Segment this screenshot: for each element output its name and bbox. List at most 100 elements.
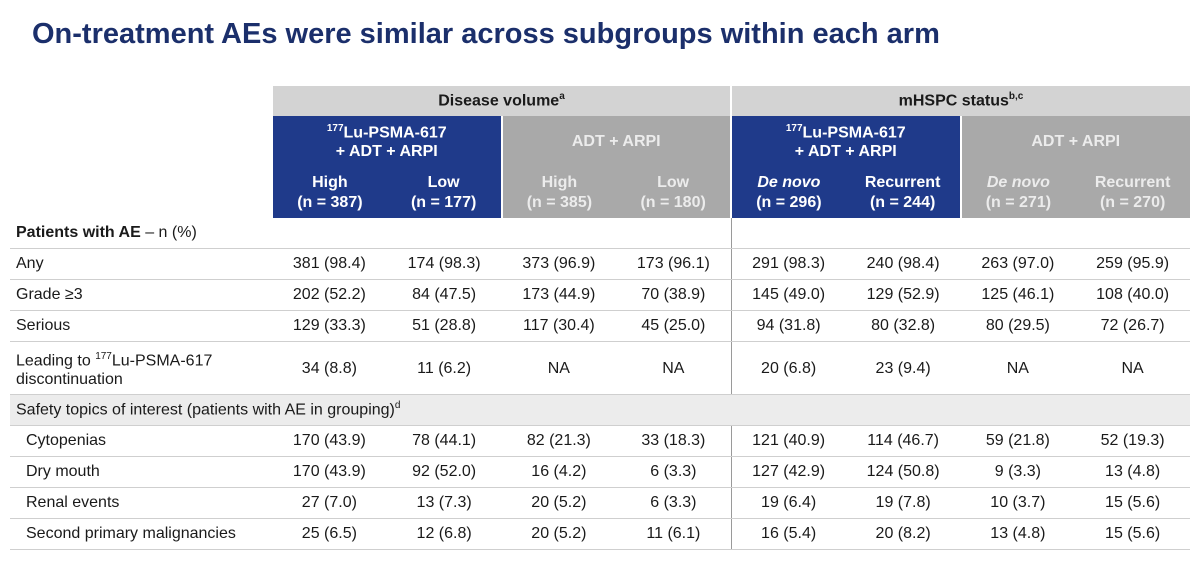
cell: 114 (46.7)	[845, 425, 961, 457]
row-label-text: Grade ≥3	[16, 286, 83, 303]
blank	[10, 168, 272, 218]
cell: 12 (6.8)	[386, 518, 502, 550]
title: On-treatment AEs were similar across sub…	[32, 18, 940, 50]
blank	[730, 218, 1190, 249]
cell: 263 (97.0)	[960, 248, 1076, 280]
blank	[272, 218, 731, 249]
cell: 51 (28.8)	[386, 310, 502, 342]
row-label-text: Dry mouth	[26, 463, 100, 480]
subgroup-row: High (n = 387) Low (n = 177) High (n = 385) Lo…	[10, 168, 1190, 218]
arm-label: Lu-PSMA-617	[802, 124, 906, 142]
cell: 117 (30.4)	[501, 310, 617, 342]
data-row: Leading to 177Lu-PSMA-617 discontinuatio…	[10, 341, 1190, 395]
subgroup-label: Recurrent	[1094, 174, 1171, 191]
section-row: Patients with AE – n (%)	[10, 218, 1190, 249]
group-label: mHSPC status	[898, 92, 1009, 110]
cell: 34 (8.8)	[272, 341, 387, 395]
row-label-text: Leading to	[16, 352, 96, 370]
arm-header: 177Lu-PSMA-617 + ADT + ARPI	[730, 116, 961, 168]
cell: 84 (47.5)	[386, 279, 502, 311]
row-label-text: Any	[16, 255, 44, 272]
cell: 173 (44.9)	[501, 279, 617, 311]
row-label: Grade ≥3	[10, 279, 272, 311]
superscript: 177	[95, 350, 112, 362]
subgroup-header: High (n = 387)	[271, 168, 387, 218]
data-row: Serious 129 (33.3) 51 (28.8) 117 (30.4) 45 (…	[10, 310, 1190, 342]
cell: 381 (98.4)	[272, 248, 387, 280]
cell: 11 (6.1)	[616, 518, 731, 550]
row-label-text: Serious	[16, 317, 71, 334]
superscript: 177	[785, 123, 803, 135]
group-header: mHSPC statusb,c	[730, 86, 1190, 116]
cell: 23 (9.4)	[845, 341, 961, 395]
cell: 20 (6.8)	[730, 341, 846, 395]
cell: 25 (6.5)	[272, 518, 387, 550]
cell: 6 (3.3)	[616, 456, 731, 488]
cell: 15 (5.6)	[1075, 518, 1190, 550]
subgroup-label: Low	[657, 174, 690, 191]
row-label: Leading to 177Lu-PSMA-617 discontinuatio…	[10, 341, 272, 395]
cell: 291 (98.3)	[730, 248, 846, 280]
cell: 108 (40.0)	[1075, 279, 1190, 311]
row-label: Any	[10, 248, 272, 280]
cell: 129 (33.3)	[272, 310, 387, 342]
arm-row: 177Lu-PSMA-617 + ADT + ARPI ADT + ARPI 177L…	[10, 116, 1190, 168]
cell: 124 (50.8)	[845, 456, 961, 488]
subgroup-label: De novo	[757, 174, 821, 191]
section-title: Patients with AE	[16, 224, 141, 241]
row-label-text: Cytopenias	[26, 432, 107, 449]
cell: 13 (4.8)	[960, 518, 1076, 550]
cell: 202 (52.2)	[272, 279, 387, 311]
subgroup-n: (n = 296)	[756, 194, 822, 211]
subgroup-label: De novo	[986, 174, 1050, 191]
cell: 80 (32.8)	[845, 310, 961, 342]
group-header: Disease volumea	[271, 86, 731, 116]
cell: 16 (4.2)	[501, 456, 617, 488]
data-row: Dry mouth 170 (43.9) 92 (52.0) 16 (4.2) 6 (3…	[10, 456, 1190, 488]
subgroup-label: Recurrent	[864, 174, 941, 191]
data-row: Grade ≥3 202 (52.2) 84 (47.5) 173 (44.9) 70 …	[10, 279, 1190, 311]
superscript: b,c	[1008, 91, 1024, 103]
cell: 82 (21.3)	[501, 425, 617, 457]
subgroup-n: (n = 177)	[410, 194, 477, 211]
row-label: Cytopenias	[10, 425, 272, 457]
subgroup-label: Low	[427, 174, 460, 191]
cell: 52 (19.3)	[1075, 425, 1190, 457]
cell: 16 (5.4)	[730, 518, 846, 550]
cell: 20 (5.2)	[501, 518, 617, 550]
arm-label-line2: + ADT + ARPI	[335, 142, 438, 160]
row-label: Renal events	[10, 487, 272, 519]
data-row: Second primary malignancies 25 (6.5) 12 (6…	[10, 518, 1190, 550]
cell: 94 (31.8)	[730, 310, 846, 342]
section-suffix: – n (%)	[140, 224, 197, 241]
arm-header: 177Lu-PSMA-617 + ADT + ARPI	[271, 116, 502, 168]
cell: 145 (49.0)	[730, 279, 846, 311]
row-label-text: Second primary malignancies	[26, 525, 236, 542]
group-label: Disease volume	[438, 92, 560, 110]
subgroup-n: (n = 244)	[869, 194, 936, 211]
cell: 121 (40.9)	[730, 425, 846, 457]
cell: 9 (3.3)	[960, 456, 1076, 488]
arm-header: ADT + ARPI	[500, 116, 731, 168]
data-row: Cytopenias 170 (43.9) 78 (44.1) 82 (21.3) 33…	[10, 425, 1190, 457]
row-label-text: Lu-PSMA-617 discontinuation	[16, 352, 213, 389]
row-label-text: Renal events	[26, 494, 120, 511]
superscript: 177	[326, 123, 344, 135]
subgroup-n: (n = 270)	[1099, 194, 1166, 211]
cell: NA	[1075, 341, 1190, 395]
cell: 45 (25.0)	[616, 310, 731, 342]
cell: 10 (3.7)	[960, 487, 1076, 519]
arm-label: Lu-PSMA-617	[343, 124, 447, 142]
cell: 80 (29.5)	[960, 310, 1076, 342]
superscript: d	[394, 400, 401, 412]
cell: 20 (5.2)	[501, 487, 617, 519]
arm-label-line2: + ADT + ARPI	[794, 142, 897, 160]
section-label: Safety topics of interest (patients with…	[10, 394, 1190, 426]
ae-table: Disease volumea mHSPC statusb,c 177Lu-PSMA…	[10, 86, 1190, 550]
cell: 15 (5.6)	[1075, 487, 1190, 519]
superscript: a	[559, 91, 565, 103]
blank	[10, 86, 272, 116]
cell: 92 (52.0)	[386, 456, 502, 488]
subgroup-header: Low (n = 180)	[616, 168, 731, 218]
subgroup-label: High	[541, 174, 578, 191]
